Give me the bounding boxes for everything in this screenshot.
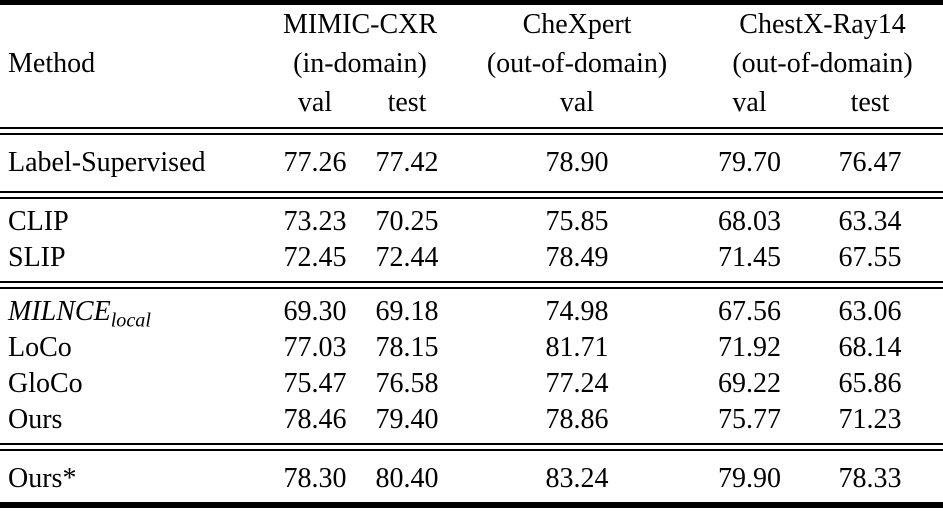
value-cell-col2: 77.42: [375, 147, 439, 178]
method-cell: Ours: [8, 404, 63, 435]
method-cell: LoCo: [8, 332, 72, 363]
value-cell-col3: 78.90: [545, 147, 609, 178]
table-row-0-0: Label-Supervised 77.26 77.42 78.90 79.70 76.4…: [0, 140, 943, 186]
section-divider-row: [0, 438, 943, 456]
domain-label-chestx: (out-of-domain): [732, 47, 913, 79]
value-cell-col5: 68.14: [838, 332, 902, 363]
subcol-mimic-test: test: [387, 86, 427, 118]
subcol-mimic-val: val: [297, 86, 333, 118]
table-bottom-rule: [0, 502, 943, 508]
value-cell-col2: 79.40: [375, 404, 439, 435]
section-divider: [0, 186, 943, 204]
column-group-mimic-cxr: MIMIC-CXR: [283, 8, 438, 40]
value-cell-col3: 78.86: [545, 404, 609, 435]
value-cell-col1: 78.46: [283, 404, 347, 435]
table-top-rule: [0, 0, 943, 5]
header-group-row: Method MIMIC-CXR CheXpert ChestX-Ray14: [0, 5, 943, 79]
value-cell-col2: 80.40: [375, 463, 439, 494]
value-cell-col4: 71.92: [718, 332, 782, 363]
table-row-2-2: GloCo 75.47 76.58 77.24 69.22 65.86: [0, 366, 943, 402]
table-body: Label-Supervised 77.26 77.42 78.90 79.70 76.4…: [0, 122, 943, 502]
method-cell: MILNCElocal: [8, 296, 151, 332]
value-cell-col4: 79.90: [718, 463, 782, 494]
table-row-2-0: MILNCElocal 69.30 69.18 74.98 67.56 63.06: [0, 294, 943, 332]
value-cell-col4: 68.03: [718, 206, 782, 237]
value-cell-col3: 83.24: [545, 463, 609, 494]
column-group-chexpert: CheXpert: [522, 8, 632, 40]
value-cell-col5: 76.47: [838, 147, 902, 178]
value-cell-col5: 78.33: [838, 463, 902, 494]
table-header: Method MIMIC-CXR CheXpert ChestX-Ray14 (…: [0, 5, 943, 122]
value-cell-col3: 74.98: [545, 296, 609, 327]
value-cell-col4: 69.22: [718, 368, 782, 399]
section-divider: [0, 122, 943, 140]
value-cell-col5: 63.06: [838, 296, 902, 327]
double-rule: [0, 281, 943, 289]
table-row-1-0: CLIP 73.23 70.25 75.85 68.03 63.34: [0, 204, 943, 240]
method-cell: CLIP: [8, 206, 69, 237]
subcol-chestx-test: test: [850, 86, 890, 118]
section-divider-row: [0, 122, 943, 140]
value-cell-col2: 72.44: [375, 242, 439, 273]
double-rule: [0, 127, 943, 135]
double-rule: [0, 443, 943, 451]
value-cell-col1: 73.23: [283, 206, 347, 237]
method-cell: Label-Supervised: [8, 147, 206, 178]
value-cell-col4: 67.56: [718, 296, 782, 327]
value-cell-col2: 69.18: [375, 296, 439, 327]
header-domain-row: (in-domain) (out-of-domain) (out-of-doma…: [0, 44, 943, 83]
table-row-1-1: SLIP 72.45 72.44 78.49 71.45 67.55: [0, 240, 943, 276]
header-split-row: val test val val test: [0, 83, 943, 122]
domain-label-mimic: (in-domain): [293, 47, 427, 79]
value-cell-col2: 70.25: [375, 206, 439, 237]
value-cell-col5: 65.86: [838, 368, 902, 399]
method-cell: GloCo: [8, 368, 83, 399]
section-divider-row: [0, 186, 943, 204]
domain-label-chexpert: (out-of-domain): [486, 47, 668, 79]
value-cell-col1: 77.26: [283, 147, 347, 178]
value-cell-col3: 78.49: [545, 242, 609, 273]
section-divider-row: [0, 276, 943, 294]
value-cell-col1: 78.30: [283, 463, 347, 494]
section-divider: [0, 276, 943, 294]
value-cell-col5: 67.55: [838, 242, 902, 273]
method-cell: Ours*: [8, 463, 77, 494]
column-group-chestx-ray14: ChestX-Ray14: [739, 8, 906, 40]
value-cell-col2: 76.58: [375, 368, 439, 399]
value-cell-col1: 77.03: [283, 332, 347, 363]
table-row-3-0: Ours* 78.30 80.40 83.24 79.90 78.33: [0, 456, 943, 502]
table-row-2-1: LoCo 77.03 78.15 81.71 71.92 68.14: [0, 330, 943, 366]
value-cell-col3: 81.71: [545, 332, 609, 363]
subcol-chexpert-val: val: [559, 86, 595, 118]
section-divider: [0, 438, 943, 456]
subcol-chestx-val: val: [732, 86, 767, 118]
value-cell-col3: 75.85: [545, 206, 609, 237]
value-cell-col4: 75.77: [718, 404, 782, 435]
value-cell-col4: 79.70: [718, 147, 782, 178]
value-cell-col2: 78.15: [375, 332, 439, 363]
value-cell-col1: 72.45: [283, 242, 347, 273]
table-row-2-3: Ours 78.46 79.40 78.86 75.77 71.23: [0, 402, 943, 438]
results-table: Method MIMIC-CXR CheXpert ChestX-Ray14 (…: [0, 5, 943, 502]
value-cell-col3: 77.24: [545, 368, 609, 399]
method-cell: SLIP: [8, 242, 66, 273]
value-cell-col5: 71.23: [838, 404, 902, 435]
value-cell-col4: 71.45: [718, 242, 782, 273]
value-cell-col1: 69.30: [283, 296, 347, 327]
double-rule: [0, 191, 943, 199]
value-cell-col1: 75.47: [283, 368, 347, 399]
value-cell-col5: 63.34: [838, 206, 902, 237]
column-header-method: Method: [8, 47, 96, 79]
